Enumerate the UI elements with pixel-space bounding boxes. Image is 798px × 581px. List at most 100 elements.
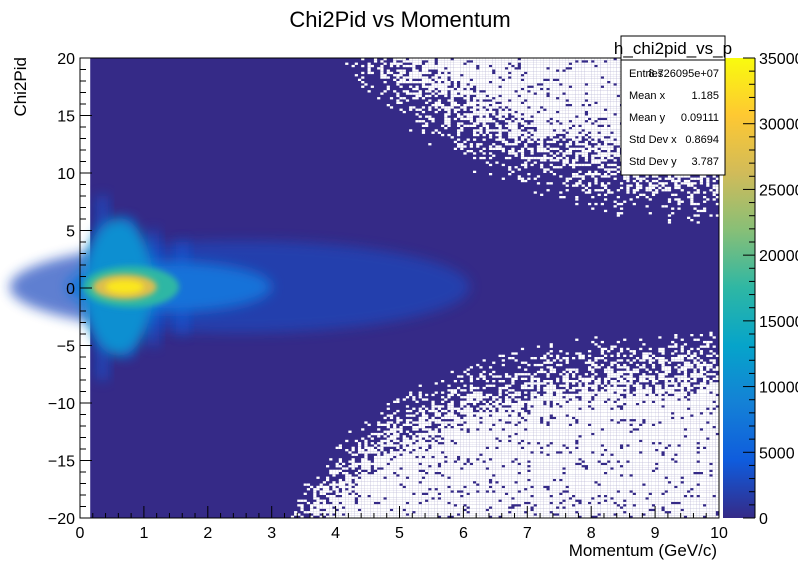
empty-bin	[425, 461, 428, 463]
empty-bin	[566, 116, 569, 118]
empty-bin	[463, 412, 466, 414]
empty-bin	[556, 129, 559, 131]
empty-bin	[390, 97, 393, 99]
empty-bin	[380, 479, 383, 481]
empty-bin	[511, 104, 514, 106]
empty-bin	[387, 424, 390, 426]
empty-bin	[543, 433, 546, 435]
empty-bin	[412, 72, 415, 74]
empty-bin	[505, 500, 508, 502]
empty-bin	[447, 440, 450, 442]
empty-bin	[550, 433, 553, 435]
empty-bin	[451, 497, 454, 499]
empty-bin	[444, 465, 447, 467]
empty-bin	[371, 495, 374, 497]
empty-bin	[502, 463, 505, 465]
empty-bin	[470, 493, 473, 495]
empty-bin	[479, 95, 482, 97]
empty-bin	[463, 465, 466, 467]
empty-bin	[518, 461, 521, 463]
empty-bin	[486, 433, 489, 435]
empty-bin	[559, 191, 562, 193]
empty-bin	[377, 511, 380, 513]
empty-bin	[543, 90, 546, 92]
empty-bin	[499, 442, 502, 444]
empty-bin	[460, 116, 463, 118]
empty-bin	[390, 486, 393, 488]
empty-bin	[419, 93, 422, 95]
empty-bin	[332, 497, 335, 499]
empty-bin	[524, 118, 527, 120]
empty-bin	[527, 70, 530, 72]
empty-bin	[566, 412, 569, 414]
empty-bin	[566, 378, 569, 380]
empty-bin	[415, 428, 418, 430]
empty-bin	[479, 447, 482, 449]
empty-bin	[368, 435, 371, 437]
empty-bin	[550, 81, 553, 83]
empty-bin	[508, 104, 511, 106]
empty-bin	[387, 408, 390, 410]
empty-bin	[508, 463, 511, 465]
empty-bin	[460, 79, 463, 81]
empty-bin	[527, 477, 530, 479]
empty-bin	[438, 479, 441, 481]
empty-bin	[543, 454, 546, 456]
empty-bin	[467, 74, 470, 76]
empty-bin	[387, 444, 390, 446]
empty-bin	[441, 421, 444, 423]
empty-bin	[387, 456, 390, 458]
empty-bin	[364, 497, 367, 499]
empty-bin	[431, 405, 434, 407]
empty-bin	[559, 500, 562, 502]
empty-bin	[361, 76, 364, 78]
empty-bin	[511, 426, 514, 428]
empty-bin	[422, 463, 425, 465]
empty-bin	[428, 493, 431, 495]
empty-bin	[553, 463, 556, 465]
empty-bin	[400, 81, 403, 83]
empty-bin	[361, 500, 364, 502]
empty-bin	[435, 438, 438, 440]
empty-bin	[377, 433, 380, 435]
empty-bin	[355, 507, 358, 509]
empty-bin	[531, 490, 534, 492]
empty-bin	[316, 477, 319, 479]
empty-bin	[422, 472, 425, 474]
empty-bin	[320, 490, 323, 492]
empty-bin	[556, 398, 559, 400]
empty-bin	[527, 63, 530, 65]
empty-bin	[473, 470, 476, 472]
empty-bin	[499, 479, 502, 481]
empty-bin	[396, 458, 399, 460]
empty-bin	[368, 451, 371, 453]
empty-bin	[531, 513, 534, 515]
empty-bin	[425, 507, 428, 509]
empty-bin	[431, 419, 434, 421]
empty-bin	[550, 426, 553, 428]
empty-bin	[559, 472, 562, 474]
empty-bin	[419, 408, 422, 410]
empty-bin	[419, 74, 422, 76]
empty-bin	[527, 178, 530, 180]
empty-bin	[384, 470, 387, 472]
empty-bin	[559, 398, 562, 400]
empty-bin	[406, 99, 409, 101]
empty-bin	[412, 484, 415, 486]
empty-bin	[460, 72, 463, 74]
empty-bin	[431, 435, 434, 437]
empty-bin	[444, 109, 447, 111]
empty-bin	[553, 444, 556, 446]
empty-bin	[329, 458, 332, 460]
empty-bin	[473, 67, 476, 69]
empty-bin	[483, 467, 486, 469]
empty-bin	[444, 435, 447, 437]
empty-bin	[313, 497, 316, 499]
empty-bin	[553, 97, 556, 99]
empty-bin	[409, 454, 412, 456]
empty-bin	[345, 479, 348, 481]
empty-bin	[511, 67, 514, 69]
empty-bin	[486, 438, 489, 440]
empty-bin	[332, 481, 335, 483]
empty-bin	[473, 509, 476, 511]
